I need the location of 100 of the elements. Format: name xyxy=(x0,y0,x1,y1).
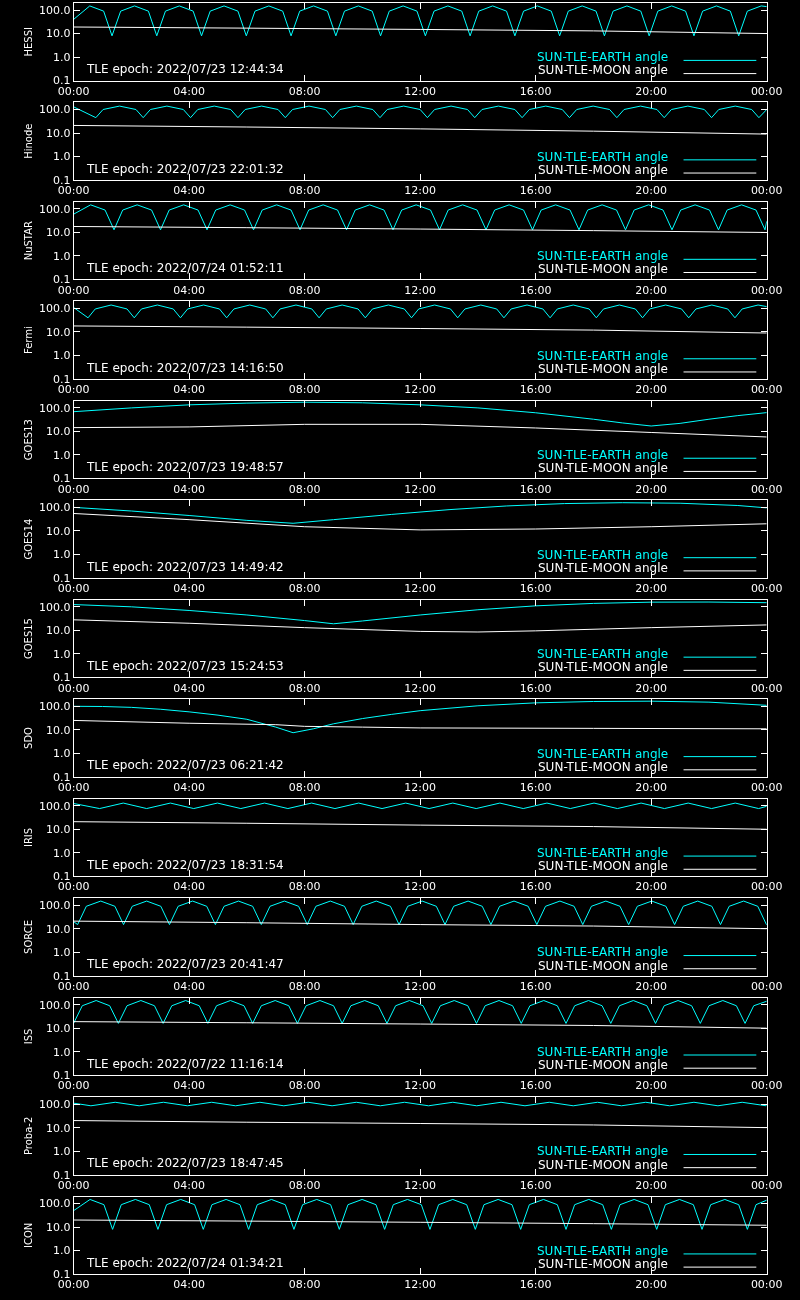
x-tick-label: 08:00 xyxy=(288,1079,321,1093)
x-tick-label: 16:00 xyxy=(519,1278,552,1292)
x-tick-label: 16:00 xyxy=(519,482,552,496)
x-tick-label: 16:00 xyxy=(519,1178,552,1192)
text: SUN-TLE-EARTH angle xyxy=(537,1144,669,1158)
x-tick-label: 16:00 xyxy=(519,184,552,198)
x-tick-label: 20:00 xyxy=(635,482,668,496)
text: SUN-TLE-MOON angle xyxy=(538,1058,668,1072)
x-tick-label: 20:00 xyxy=(635,780,668,794)
y-tick-label: 1.0 xyxy=(52,747,71,761)
annotation: TLE epoch: 2022/07/23 12:44:34 xyxy=(86,62,284,76)
y-tick-label: 10.0 xyxy=(45,922,71,936)
y-axis-title: IRIS xyxy=(22,827,34,848)
y-tick-label: 10.0 xyxy=(45,1022,71,1036)
x-tick-label: 12:00 xyxy=(404,979,437,993)
y-tick-label: 1.0 xyxy=(52,150,71,164)
y-tick-label: 0.1 xyxy=(52,173,71,187)
y-tick-label: 10.0 xyxy=(45,425,71,439)
x-tick-label: 20:00 xyxy=(635,1178,668,1192)
series-label: SUN-TLE-EARTH angle xyxy=(537,945,669,959)
y-tick-label: 10.0 xyxy=(45,325,71,339)
line-series xyxy=(73,601,767,625)
annotation: TLE epoch: 2022/07/22 11:16:14 xyxy=(86,1057,284,1071)
y-axis-title: NuSTAR xyxy=(22,221,34,261)
x-tick-label: 04:00 xyxy=(173,283,205,297)
line-series xyxy=(73,900,767,926)
annotation: TLE epoch: 2022/07/23 18:31:54 xyxy=(86,858,284,872)
x-tick-label: 00:00 xyxy=(750,880,783,894)
x-tick-label: 20:00 xyxy=(635,880,668,894)
text: SUN-TLE-MOON angle xyxy=(538,63,668,77)
text: SUN-TLE-MOON angle xyxy=(538,660,668,674)
x-tick-label: 04:00 xyxy=(173,84,205,98)
y-tick-label: 100.0 xyxy=(38,799,71,813)
y-tick-label: 1.0 xyxy=(52,349,71,363)
x-tick-label: 04:00 xyxy=(173,1079,205,1093)
x-tick-label: 20:00 xyxy=(635,1278,668,1292)
y-tick-label: 10.0 xyxy=(45,126,71,140)
x-tick-label: 00:00 xyxy=(57,1278,90,1292)
annotation: TLE epoch: 2022/07/24 01:34:21 xyxy=(86,1256,284,1270)
x-tick-label: 12:00 xyxy=(404,1178,437,1192)
y-tick-label: 100.0 xyxy=(38,1197,71,1211)
x-tick-label: 00:00 xyxy=(57,582,90,596)
text: SUN-TLE-MOON angle xyxy=(538,760,668,774)
series-label: SUN-TLE-EARTH angle xyxy=(537,249,669,263)
text: SUN-TLE-EARTH angle xyxy=(537,846,669,860)
x-tick-label: 04:00 xyxy=(173,482,205,496)
y-tick-label: 1.0 xyxy=(52,1244,71,1258)
x-tick-label: 04:00 xyxy=(173,979,205,993)
y-tick-label: 10.0 xyxy=(45,823,71,837)
text: SUN-TLE-MOON angle xyxy=(538,1158,668,1172)
y-tick-label: 1.0 xyxy=(52,846,71,860)
y-axis-title: GOES15 xyxy=(22,618,34,660)
y-tick-label: 10.0 xyxy=(45,723,71,737)
line-series xyxy=(73,1198,767,1230)
text: SUN-TLE-EARTH angle xyxy=(537,349,669,363)
y-axis-title: Proba-2 xyxy=(22,1116,34,1156)
y-tick-label: 10.0 xyxy=(45,1121,71,1135)
x-tick-label: 00:00 xyxy=(750,1178,783,1192)
x-tick-label: 12:00 xyxy=(404,1278,437,1292)
x-tick-label: 04:00 xyxy=(173,582,205,596)
x-tick-label: 16:00 xyxy=(519,979,552,993)
x-tick-label: 20:00 xyxy=(635,582,668,596)
y-axis-title: SORCE xyxy=(22,919,34,954)
x-tick-label: 16:00 xyxy=(519,681,552,695)
text: SUN-TLE-MOON angle xyxy=(538,1257,668,1271)
y-axis-title: GOES14 xyxy=(22,518,34,560)
x-tick-label: 04:00 xyxy=(173,780,205,794)
y-tick-label: 100.0 xyxy=(38,700,71,714)
y-tick-label: 100.0 xyxy=(38,899,71,913)
x-tick-label: 16:00 xyxy=(519,84,552,98)
x-tick-label: 00:00 xyxy=(750,383,783,397)
y-tick-label: 1.0 xyxy=(52,548,71,562)
y-tick-label: 100.0 xyxy=(38,103,71,117)
x-tick-label: 04:00 xyxy=(173,681,205,695)
series-label: SUN-TLE-EARTH angle xyxy=(537,1244,669,1258)
x-tick-label: 16:00 xyxy=(519,1079,552,1093)
y-tick-label: 100.0 xyxy=(38,501,71,515)
text: SUN-TLE-MOON angle xyxy=(538,262,668,276)
x-tick-label: 16:00 xyxy=(519,582,552,596)
text: SUN-TLE-MOON angle xyxy=(538,163,668,177)
y-tick-label: 100.0 xyxy=(38,202,71,216)
y-tick-label: 10.0 xyxy=(45,624,71,638)
y-tick-label: 10.0 xyxy=(45,1220,71,1234)
x-tick-label: 08:00 xyxy=(288,283,321,297)
x-tick-label: 08:00 xyxy=(288,582,321,596)
x-tick-label: 12:00 xyxy=(404,1079,437,1093)
x-tick-label: 20:00 xyxy=(635,283,668,297)
x-tick-label: 12:00 xyxy=(404,283,437,297)
annotation: TLE epoch: 2022/07/23 14:49:42 xyxy=(86,560,284,574)
y-tick-label: 100.0 xyxy=(38,302,71,316)
x-tick-label: 04:00 xyxy=(173,383,205,397)
series-label: SUN-TLE-EARTH angle xyxy=(537,448,669,462)
x-tick-label: 20:00 xyxy=(635,979,668,993)
y-tick-label: 100.0 xyxy=(38,600,71,614)
x-tick-label: 12:00 xyxy=(404,880,437,894)
text: SUN-TLE-EARTH angle xyxy=(537,150,669,164)
x-tick-label: 04:00 xyxy=(173,880,205,894)
x-tick-label: 20:00 xyxy=(635,84,668,98)
y-tick-label: 100.0 xyxy=(38,401,71,415)
x-tick-label: 00:00 xyxy=(750,979,783,993)
